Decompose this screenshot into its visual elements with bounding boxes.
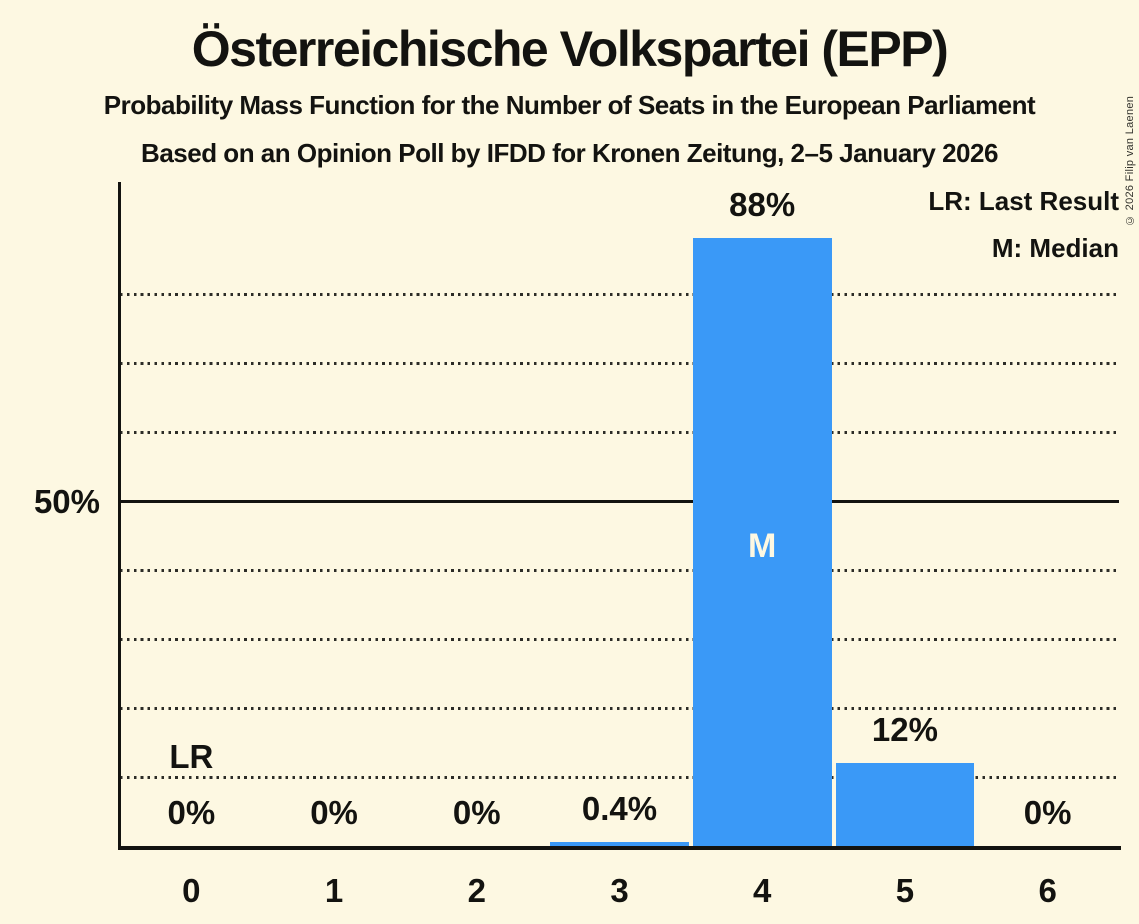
x-tick-label: 3 [610, 872, 629, 909]
bar-value-label: 88% [729, 185, 796, 223]
median-marker: M [748, 527, 777, 565]
gridline-80pct [120, 292, 1119, 296]
bar-value-label: 12% [871, 711, 938, 749]
gridline-40pct [120, 569, 1119, 573]
gridline-20pct [120, 707, 1119, 711]
x-tick-label: 2 [467, 872, 486, 909]
x-axis-line [118, 846, 1121, 850]
bar-value-label: 0% [1023, 794, 1072, 831]
gridline-70pct [120, 361, 1119, 365]
bar-value-label: 0.4% [581, 790, 658, 827]
legend: LR: Last Result M: Median [928, 185, 1119, 279]
legend-median: M: Median [991, 233, 1119, 263]
gridline-30pct [120, 638, 1119, 642]
x-tick-label: 1 [324, 872, 344, 909]
x-tick-label: 0 [182, 872, 201, 909]
bar-seats-3 [550, 842, 689, 846]
gridline-50pct-solid [120, 500, 1119, 503]
bar-seats-4 [692, 237, 832, 846]
bar-value-label: 0% [310, 794, 358, 831]
chart-subtitle: Probability Mass Function for the Number… [103, 90, 1036, 120]
x-tick-label: 4 [753, 872, 772, 909]
chart-source-line: Based on an Opinion Poll by IFDD for Kro… [141, 138, 998, 168]
y-axis-tick-label: 50% [33, 482, 100, 520]
y-axis-line [118, 182, 121, 850]
bar-value-label: 0% [452, 794, 501, 831]
x-tick-label: 6 [1038, 872, 1057, 909]
gridline-60pct [120, 430, 1119, 434]
x-tick-label: 5 [895, 872, 915, 909]
gridline-10pct [120, 776, 1119, 780]
bar-value-label: 0% [167, 794, 216, 831]
last-result-marker: LR [169, 738, 214, 775]
chart-title: Österreichische Volkspartei (EPP) [191, 21, 949, 77]
legend-last-result: LR: Last Result [928, 186, 1119, 216]
bar-seats-5 [835, 763, 975, 846]
